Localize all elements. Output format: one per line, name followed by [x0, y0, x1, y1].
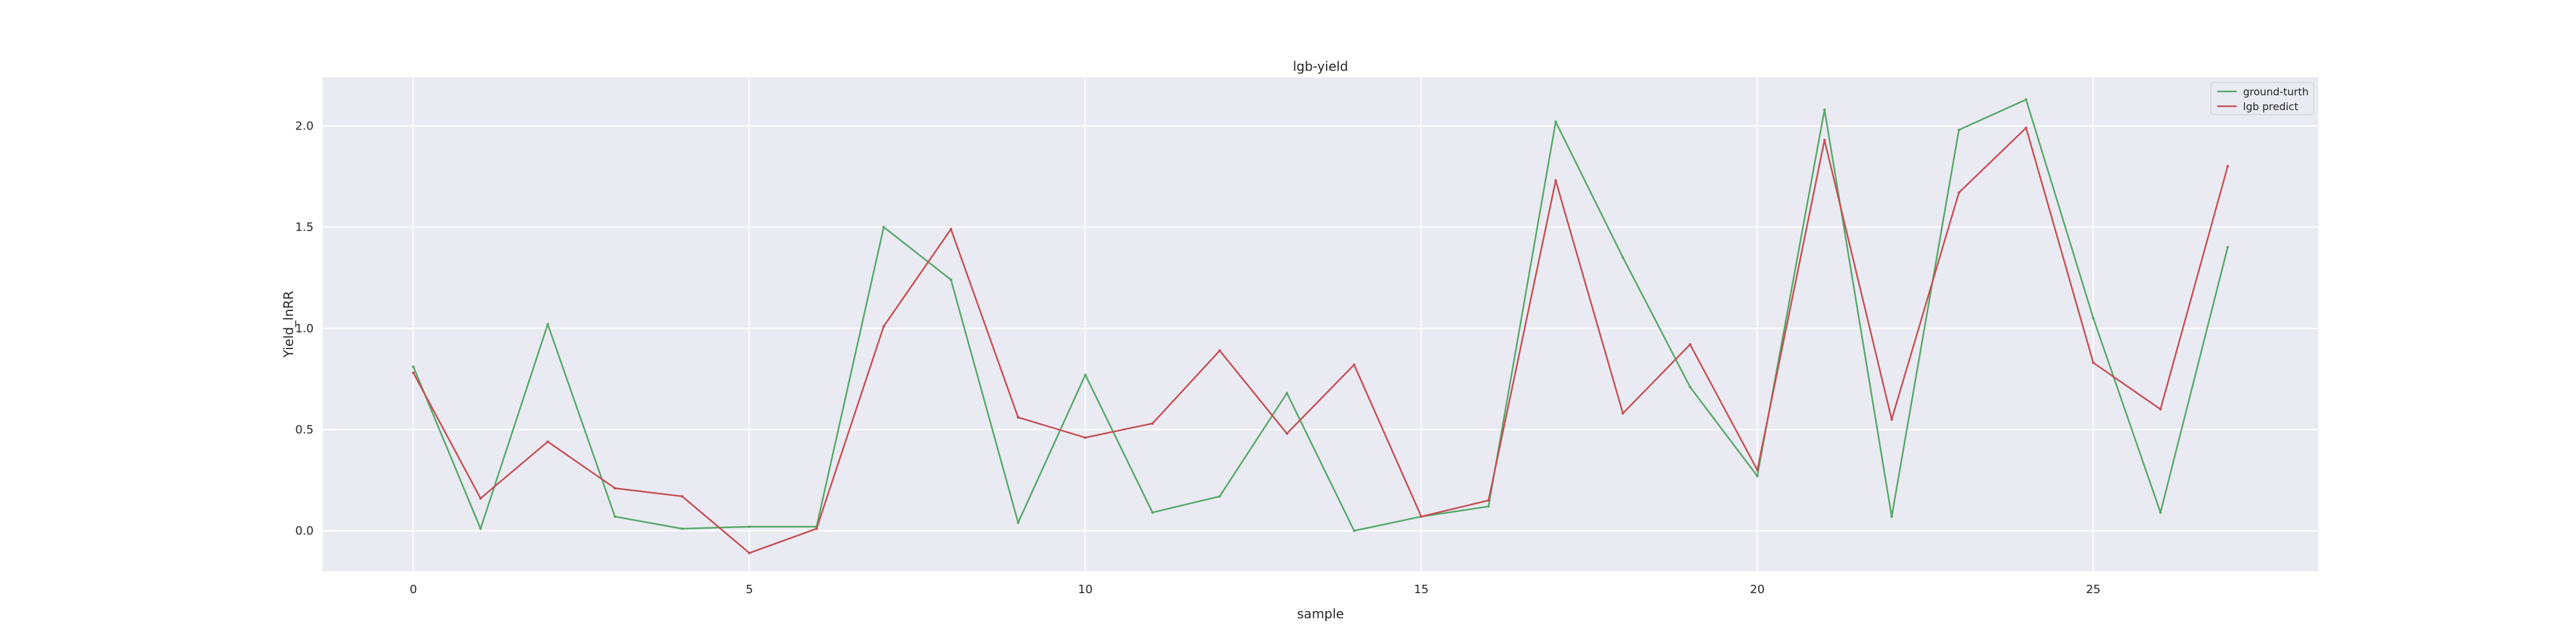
data-point: [2226, 246, 2230, 249]
data-point: [613, 515, 616, 518]
data-point: [1823, 108, 1826, 111]
data-point: [1084, 436, 1087, 439]
y-tick-label: 2.0: [295, 119, 314, 133]
data-point: [546, 323, 549, 326]
x-tick-label: 5: [746, 583, 753, 596]
data-point: [1622, 256, 1625, 259]
data-point: [2226, 165, 2230, 168]
data-point: [1689, 385, 1692, 388]
axis-ticks: 0 5 10 15 20 25 0.0 0.5 1.0 1.5 2.0: [295, 119, 2101, 596]
plot-area: [323, 77, 2318, 571]
data-point: [412, 365, 415, 368]
x-tick-label: 0: [410, 583, 417, 596]
data-point: [1285, 432, 1289, 435]
y-tick-label: 0.5: [295, 423, 314, 437]
data-point: [2025, 126, 2028, 129]
data-point: [1352, 529, 1356, 533]
x-tick-label: 10: [1078, 583, 1093, 596]
data-point: [815, 527, 818, 530]
data-point: [1218, 349, 1221, 352]
chart-title: lgb-yield: [1293, 59, 1349, 74]
data-point: [2159, 511, 2162, 514]
data-point: [1151, 511, 1154, 514]
data-point: [1957, 191, 1960, 194]
data-point: [681, 495, 684, 498]
data-point: [1487, 498, 1490, 502]
y-tick-label: 0.0: [295, 524, 314, 538]
data-point: [1823, 138, 1826, 142]
data-point: [949, 227, 952, 231]
legend: ground-turth lgb predict: [2210, 82, 2315, 115]
data-point: [949, 278, 952, 281]
data-point: [2025, 98, 2028, 101]
data-point: [2092, 361, 2095, 365]
data-point: [479, 497, 482, 500]
data-point: [882, 325, 886, 328]
data-point: [1285, 392, 1289, 395]
data-point: [1554, 179, 1557, 182]
series-lines: [412, 98, 2230, 554]
series-line-0: [412, 99, 2229, 532]
data-point: [1756, 468, 1759, 471]
data-point: [1420, 515, 1423, 518]
data-point: [1016, 416, 1019, 419]
data-point: [1957, 128, 1960, 131]
data-point: [1756, 475, 1759, 478]
y-tick-label: 1.0: [295, 322, 314, 336]
data-point: [1084, 374, 1087, 377]
data-point: [2159, 408, 2162, 411]
series-line-1: [412, 127, 2229, 554]
x-tick-label: 20: [1750, 583, 1765, 596]
y-axis-label: Yield_lnRR: [281, 291, 296, 359]
data-point: [1352, 363, 1356, 366]
data-point: [613, 487, 616, 490]
data-point: [1554, 120, 1557, 124]
data-point: [748, 551, 751, 554]
legend-entry-label: lgb predict: [2243, 100, 2298, 113]
x-tick-label: 15: [1414, 583, 1429, 596]
data-point: [1218, 495, 1221, 498]
data-point: [882, 225, 886, 229]
x-axis-label: sample: [1297, 606, 1344, 621]
data-point: [412, 371, 415, 374]
data-point: [1151, 422, 1154, 425]
grid: [323, 77, 2318, 571]
data-point: [2092, 317, 2095, 320]
data-point: [1689, 343, 1692, 346]
data-point: [546, 440, 549, 443]
x-tick-label: 25: [2086, 583, 2101, 596]
data-point: [1487, 505, 1490, 508]
data-point: [1016, 521, 1019, 524]
data-point: [1890, 418, 1893, 421]
data-point: [748, 525, 751, 528]
data-point: [681, 527, 684, 530]
legend-entry-label: ground-turth: [2243, 86, 2309, 98]
data-point: [479, 527, 482, 530]
data-point: [1890, 515, 1893, 518]
data-point: [1622, 412, 1625, 415]
y-tick-label: 1.5: [295, 221, 314, 234]
